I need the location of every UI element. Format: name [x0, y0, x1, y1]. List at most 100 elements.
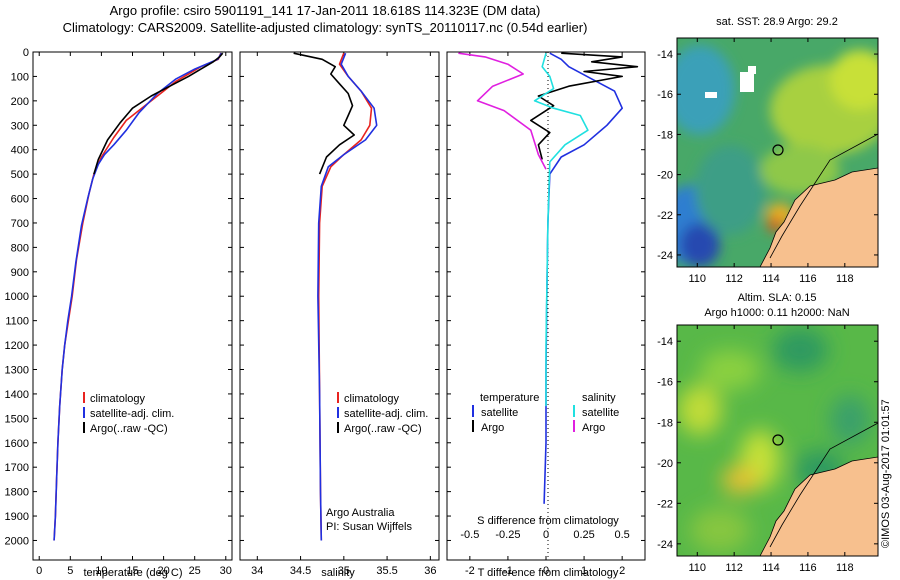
lon-tick-label: 110: [689, 562, 707, 574]
temperature-series: [53, 52, 224, 541]
salinity-x-axis: 34 34.5 35 35.5 36: [251, 52, 436, 577]
lat-tick-label: -24: [657, 539, 673, 551]
depth-tick-label: 1000: [5, 291, 29, 303]
series-line-salinity-satellite: [533, 52, 589, 407]
x-tick-label: -1: [503, 565, 513, 577]
x-tick-label: 2: [619, 565, 625, 577]
legend-label-climatology: climatology: [344, 393, 400, 405]
legend-label-satellite: satellite-adj. clim.: [90, 408, 174, 420]
sst-lon-ticks: 110 112 114 116 118: [689, 38, 854, 285]
depth-tick-label: 300: [11, 120, 29, 132]
depth-tick-label: 900: [11, 267, 29, 279]
legend-label-sal-satellite: satellite: [582, 407, 619, 419]
lon-tick-label: 114: [762, 562, 780, 574]
depth-tick-label: 1800: [5, 487, 29, 499]
temperature-x-label: temperature (deg C): [83, 567, 182, 579]
depth-tick-label: 0: [23, 47, 29, 59]
x-tick-label: 5: [67, 565, 73, 577]
temperature-panel: 0100200300400500600700800900100011001200…: [5, 47, 233, 579]
depth-tick-label: 100: [11, 71, 29, 83]
argo-australia-label: Argo Australia: [326, 507, 395, 519]
s-difference-label: S difference from climatology: [477, 515, 619, 527]
depth-tick-label: 1200: [5, 340, 29, 352]
lat-tick-label: -22: [657, 210, 673, 222]
imos-timestamp: ©IMOS 03-Aug-2017 01:01:57: [880, 399, 892, 548]
x-tick-label: 35: [338, 565, 350, 577]
sla-lon-ticks: 110 112 114 116 118: [689, 325, 854, 574]
depth-tick-label: 1600: [5, 438, 29, 450]
difference-legend: temperature satellite Argo salinity sate…: [472, 392, 619, 434]
series-line-argo-raw-qc-: [293, 52, 356, 175]
x-tick-label: 15: [126, 565, 138, 577]
legend-label-temp-argo: Argo: [481, 422, 504, 434]
temperature-x-axis: 0 5 10 15 20 25 30: [36, 52, 232, 577]
lat-tick-label: -22: [657, 498, 673, 510]
lon-tick-label: 112: [725, 562, 743, 574]
lat-tick-label: -20: [657, 458, 673, 470]
depth-tick-label: 500: [11, 169, 29, 181]
lat-tick-label: -18: [657, 417, 673, 429]
legend-label-argo: Argo(..raw -QC): [344, 423, 422, 435]
t-difference-label: T difference from climatology: [478, 567, 619, 579]
depth-tick-label: 400: [11, 145, 29, 157]
isobath-contour: [769, 422, 878, 548]
salinity-panel: 34 34.5 35 35.5 36 climatology satellite-adj…: [239, 51, 440, 579]
legend-label-sal-argo: Argo: [582, 422, 605, 434]
sst-map-frame: [676, 37, 879, 268]
x-tick-label: 34.5: [290, 565, 311, 577]
x-tick-label: 0: [36, 565, 42, 577]
lon-tick-label: 118: [836, 562, 854, 574]
depth-tick-label: 700: [11, 218, 29, 230]
series-line-salinity-argo: [458, 52, 547, 170]
land-australia: [759, 167, 878, 267]
difference-series: [458, 52, 639, 504]
temperature-axes-frame: [32, 51, 233, 561]
lon-tick-label: 114: [762, 273, 780, 285]
lon-tick-label: 112: [725, 273, 743, 285]
legend-salinity-title: salinity: [582, 392, 616, 404]
series-line-temperature-argo: [529, 52, 639, 160]
salinity-series: [293, 52, 378, 541]
legend-temperature-title: temperature: [480, 392, 539, 404]
s-diff-tick-label: 0.25: [573, 529, 594, 541]
series-line-argo-raw-qc-: [93, 52, 224, 175]
sla-lat-ticks: -14 -16 -18 -20 -22 -24: [657, 336, 878, 551]
lat-tick-label: -16: [657, 89, 673, 101]
depth-tick-label: 1400: [5, 389, 29, 401]
depth-tick-label: 800: [11, 242, 29, 254]
legend-label-temp-satellite: satellite: [481, 407, 518, 419]
series-line-satellite-adj-clim-: [317, 52, 378, 541]
s-diff-tick-label: 0.5: [615, 529, 630, 541]
sst-field: [677, 45, 878, 267]
sla-map: Altim. SLA: 0.15 Argo h1000: 0.11 h2000:…: [657, 292, 879, 574]
sst-map: sat. SST: 28.9 Argo: 29.2 -14-16-18-20-: [657, 16, 879, 285]
depth-axis: 0 100 200 300 400 500 600 700 800 900 1000 1100 1200…: [5, 47, 232, 547]
lat-tick-label: -14: [657, 336, 673, 348]
argo-float-marker: [772, 144, 784, 156]
x-tick-label: 25: [189, 565, 201, 577]
salinity-axes-frame: [239, 51, 440, 561]
sla-map-title-2: Argo h1000: 0.11 h2000: NaN: [704, 307, 849, 319]
figure-title-line2: Climatology: CARS2009. Satellite-adjuste…: [62, 20, 588, 35]
s-diff-tick-label: -0.5: [460, 529, 479, 541]
x-tick-label: 10: [95, 565, 107, 577]
depth-tick-label: 1700: [5, 462, 29, 474]
sst-cloud-mask: [705, 92, 717, 98]
legend-label-climatology: climatology: [90, 393, 146, 405]
lat-tick-label: -18: [657, 129, 673, 141]
salinity-x-label: salinity: [321, 567, 355, 579]
x-tick-label: 30: [220, 565, 232, 577]
lat-tick-label: -24: [657, 250, 673, 262]
lat-tick-label: -16: [657, 377, 673, 389]
pi-label: PI: Susan Wijffels: [326, 521, 412, 533]
difference-depth-ticks: [447, 51, 645, 541]
s-difference-ticks: -0.5 -0.25 0 0.25 0.5: [460, 529, 629, 541]
x-tick-label: 1: [581, 565, 587, 577]
depth-tick-label: 600: [11, 194, 29, 206]
sst-cloud-mask: [748, 66, 756, 74]
x-tick-label: 34: [251, 565, 263, 577]
argo-float-marker: [772, 434, 784, 446]
sla-map-title-1: Altim. SLA: 0.15: [738, 292, 817, 304]
depth-tick-label: 2000: [5, 535, 29, 547]
depth-tick-label: 1500: [5, 413, 29, 425]
